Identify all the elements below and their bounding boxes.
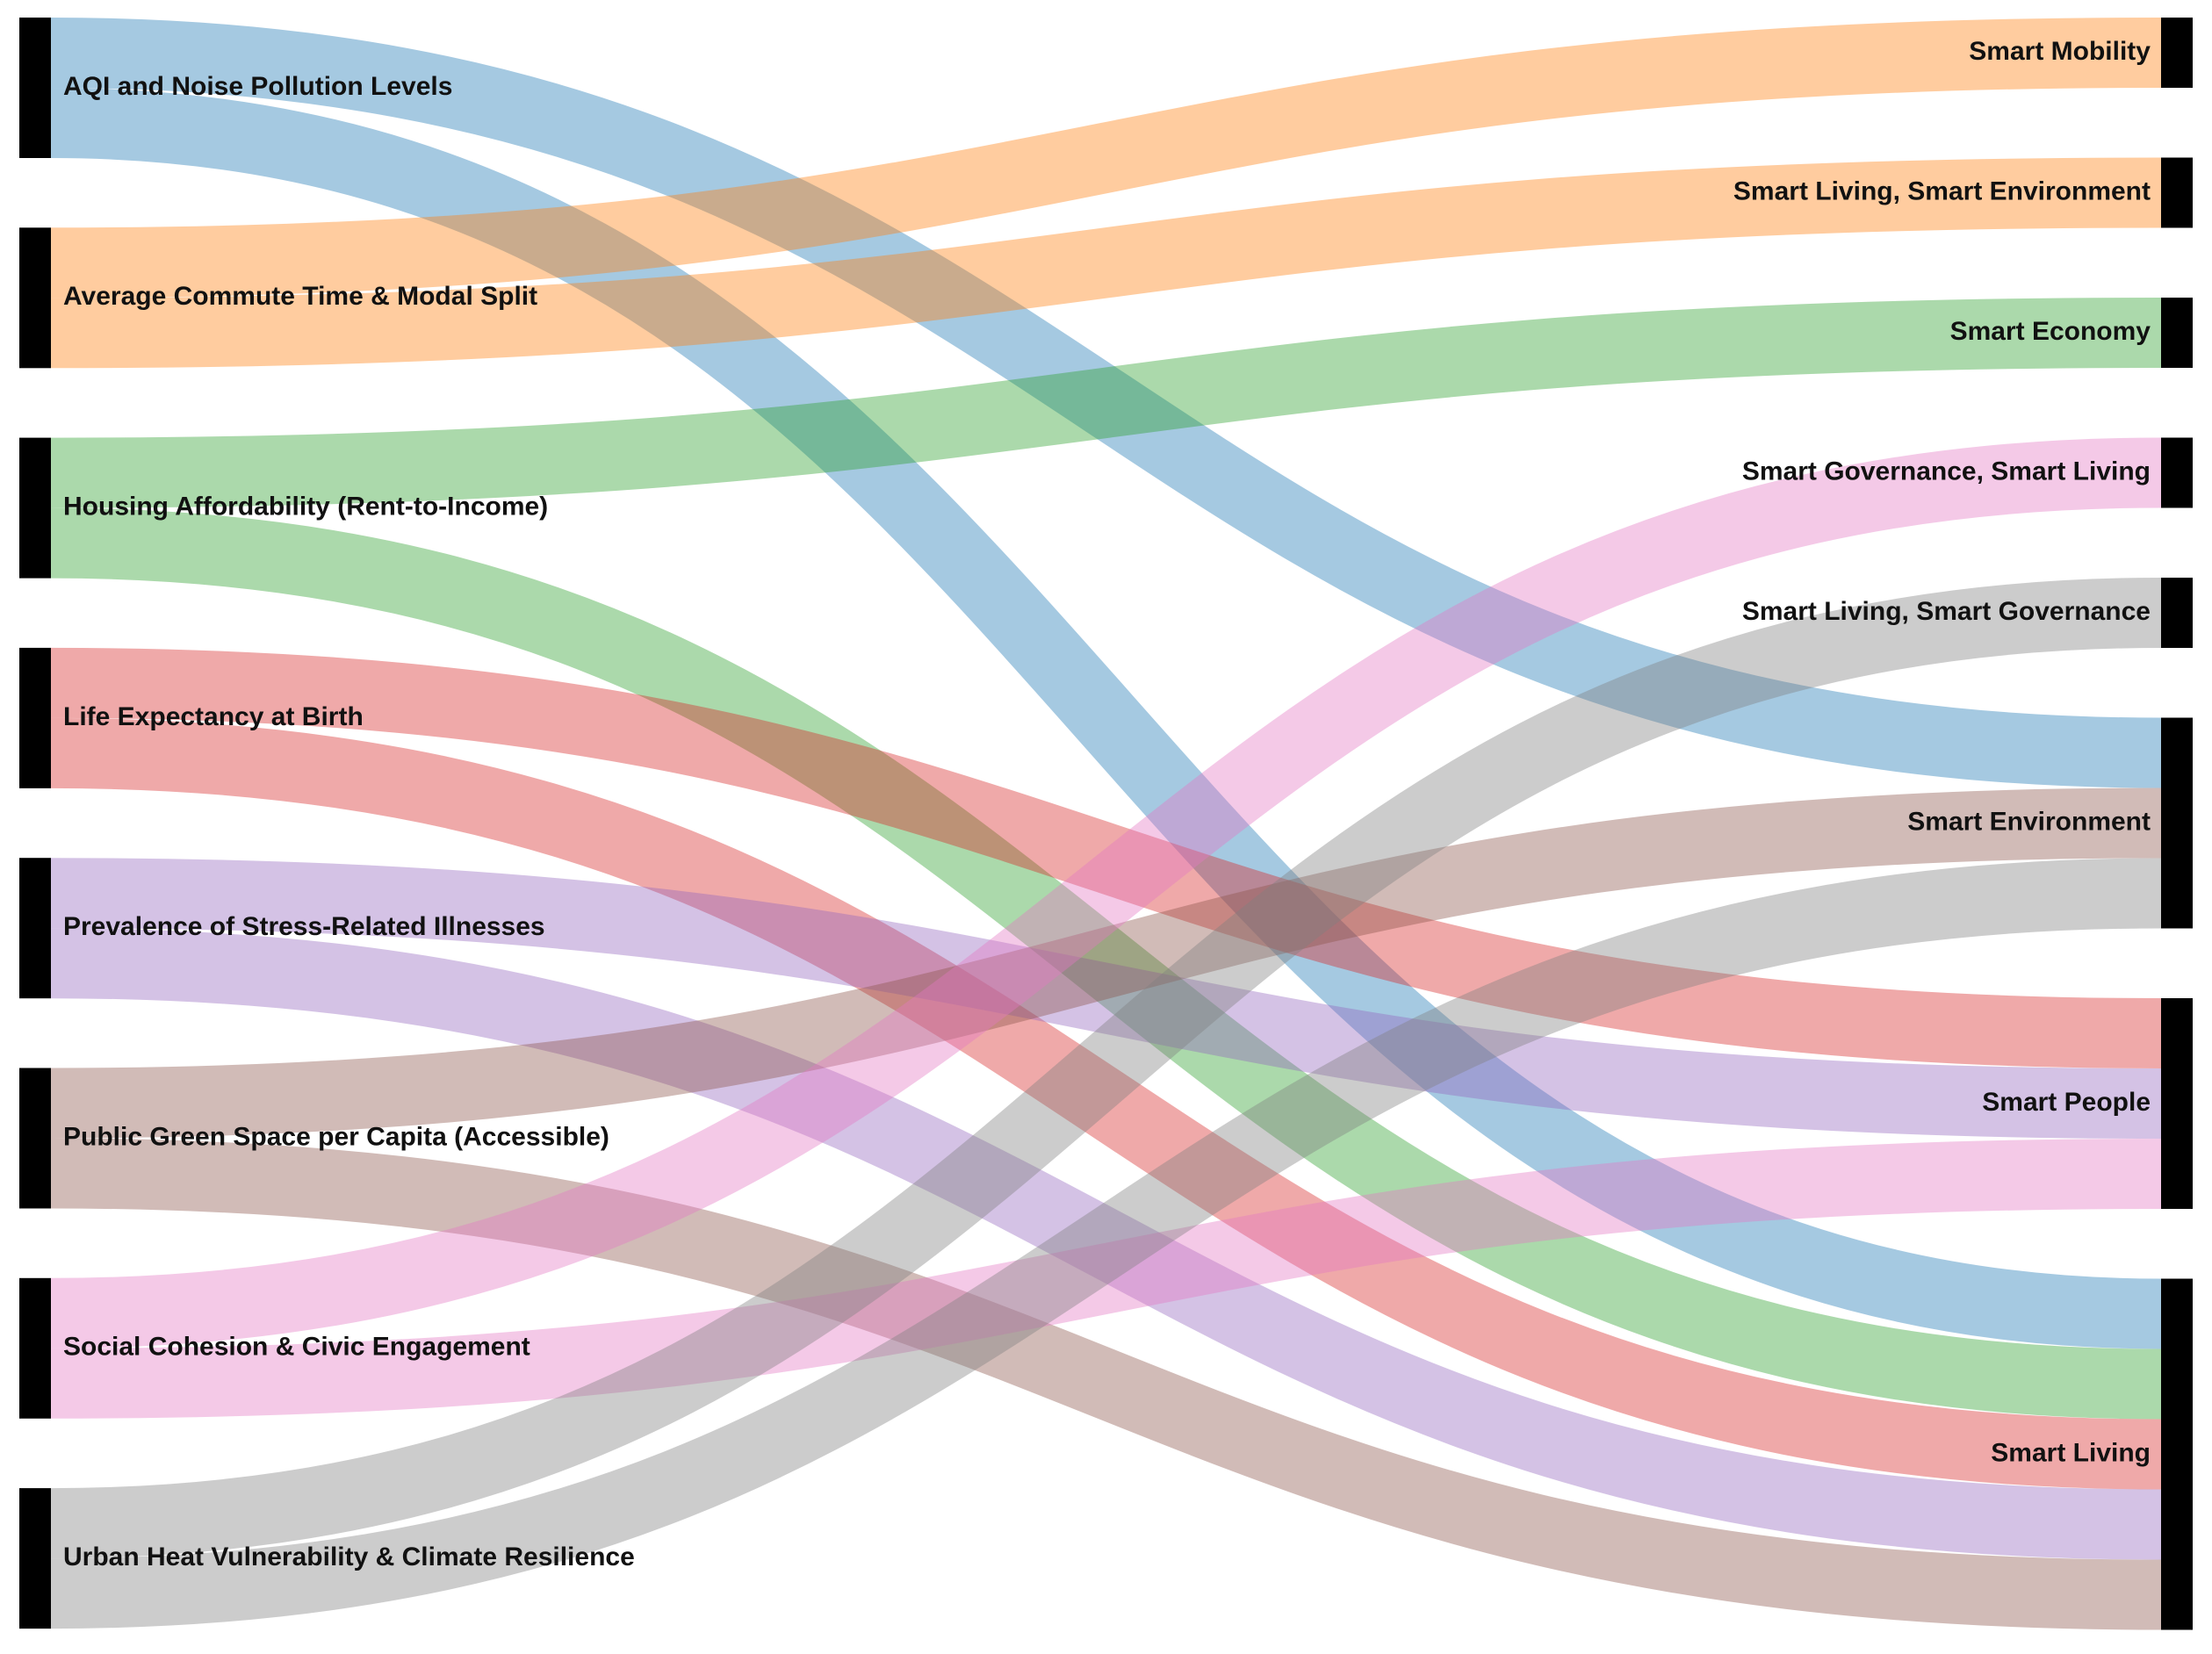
link-social-cohesion-civic-engagement-to-smart-people: [50, 1139, 2162, 1419]
target-label-smart-living-smart-environment: Smart Living, Smart Environment: [1733, 176, 2151, 205]
target-label-smart-governance-smart-living: Smart Governance, Smart Living: [1742, 457, 2151, 485]
target-node-smart-living: [2161, 1278, 2193, 1630]
link-prevalence-of-stress-related-illnesses-to-smart-people: [50, 858, 2162, 1139]
sankey-labels: AQI and Noise Pollution Levels Average Co…: [63, 37, 2151, 1571]
link-social-cohesion-civic-engagement-to-smart-governance-smart-living: [50, 437, 2162, 1348]
target-node-smart-environment: [2161, 717, 2193, 929]
link-life-expectancy-at-birth-to-smart-living: [50, 717, 2162, 1490]
source-label-public-green-space-per-capita-accessible: Public Green Space per Capita (Accessibl…: [63, 1122, 609, 1151]
source-label-average-commute-time-modal-split: Average Commute Time & Modal Split: [63, 282, 537, 311]
target-label-smart-mobility: Smart Mobility: [1969, 37, 2151, 66]
target-label-smart-economy: Smart Economy: [1950, 317, 2151, 346]
source-node-aqi-and-noise-pollution-levels: [19, 18, 51, 158]
link-housing-affordability-rent-to-income-to-smart-economy: [50, 298, 2162, 508]
target-node-smart-living-smart-governance: [2161, 578, 2193, 648]
link-public-green-space-per-capita-accessible-to-smart-living: [50, 1138, 2162, 1630]
source-node-public-green-space-per-capita-accessible: [19, 1068, 51, 1209]
source-label-prevalence-of-stress-related-illnesses: Prevalence of Stress-Related Illnesses: [63, 912, 545, 941]
source-label-social-cohesion-civic-engagement: Social Cohesion & Civic Engagement: [63, 1333, 530, 1362]
link-urban-heat-vulnerability-climate-resilience-to-smart-environment: [50, 858, 2162, 1629]
source-node-life-expectancy-at-birth: [19, 647, 51, 788]
source-label-life-expectancy-at-birth: Life Expectancy at Birth: [63, 702, 364, 731]
source-node-housing-affordability-rent-to-income: [19, 437, 51, 579]
link-public-green-space-per-capita-accessible-to-smart-environment: [50, 787, 2162, 1139]
link-housing-affordability-rent-to-income-to-smart-living: [50, 507, 2162, 1420]
source-label-urban-heat-vulnerability-climate-resilience: Urban Heat Vulnerability & Climate Resil…: [63, 1543, 635, 1571]
link-prevalence-of-stress-related-illnesses-to-smart-living: [50, 928, 2162, 1560]
source-node-urban-heat-vulnerability-climate-resilience: [19, 1488, 51, 1629]
source-node-social-cohesion-civic-engagement: [19, 1277, 51, 1419]
link-aqi-and-noise-pollution-levels-to-smart-environment: [50, 18, 2162, 788]
source-label-aqi-and-noise-pollution-levels: AQI and Noise Pollution Levels: [63, 72, 452, 101]
link-average-commute-time-modal-split-to-smart-mobility: [50, 18, 2162, 298]
source-node-prevalence-of-stress-related-illnesses: [19, 858, 51, 999]
target-label-smart-people: Smart People: [1982, 1088, 2151, 1117]
target-node-smart-people: [2161, 998, 2193, 1209]
link-average-commute-time-modal-split-to-smart-living-smart-environment: [50, 157, 2162, 369]
target-label-smart-living-smart-governance: Smart Living, Smart Governance: [1742, 597, 2151, 626]
target-label-smart-living: Smart Living: [1991, 1438, 2151, 1467]
sankey-nodes: [19, 18, 2193, 1630]
target-node-smart-mobility: [2161, 18, 2193, 88]
source-node-average-commute-time-modal-split: [19, 227, 51, 369]
link-urban-heat-vulnerability-climate-resilience-to-smart-living-smart-governance: [50, 578, 2162, 1559]
target-node-smart-living-smart-environment: [2161, 157, 2193, 228]
link-aqi-and-noise-pollution-levels-to-smart-living: [50, 88, 2162, 1349]
target-node-smart-governance-smart-living: [2161, 437, 2193, 508]
target-node-smart-economy: [2161, 298, 2193, 368]
target-label-smart-environment: Smart Environment: [1907, 807, 2151, 836]
source-label-housing-affordability-rent-to-income: Housing Affordability (Rent-to-Income): [63, 493, 548, 521]
sankey-links: [50, 18, 2162, 1630]
link-life-expectancy-at-birth-to-smart-people: [50, 647, 2162, 1068]
